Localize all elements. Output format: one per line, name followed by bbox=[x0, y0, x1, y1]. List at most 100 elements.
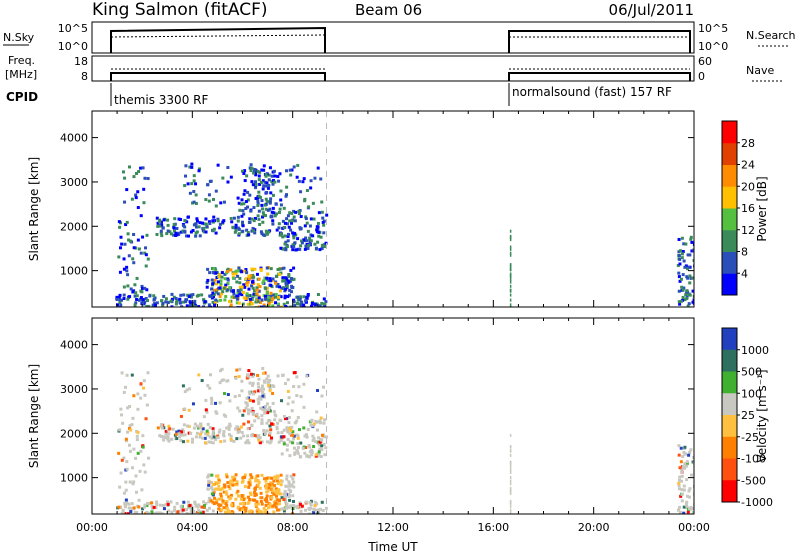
data-cell bbox=[308, 242, 312, 246]
data-cell bbox=[224, 510, 228, 514]
data-cell bbox=[242, 192, 246, 196]
data-cell bbox=[248, 217, 252, 221]
colorbar-tick-label: 1000 bbox=[741, 344, 769, 357]
data-cell bbox=[125, 269, 129, 273]
data-cell bbox=[263, 477, 267, 481]
data-cell bbox=[183, 184, 187, 188]
data-cell bbox=[285, 169, 289, 173]
data-cell bbox=[304, 244, 308, 248]
data-cell bbox=[250, 302, 254, 306]
data-cell bbox=[264, 297, 268, 301]
data-cell bbox=[311, 438, 315, 442]
data-cell bbox=[176, 510, 180, 514]
data-cell bbox=[194, 222, 198, 226]
data-cell bbox=[509, 462, 512, 466]
data-cell bbox=[250, 180, 254, 184]
data-cell bbox=[228, 487, 232, 491]
data-cell bbox=[228, 300, 232, 304]
data-cell bbox=[680, 499, 684, 503]
data-cell bbox=[282, 440, 286, 444]
data-cell bbox=[244, 406, 248, 410]
data-cell bbox=[240, 293, 244, 297]
data-cell bbox=[130, 502, 134, 506]
data-cell bbox=[214, 437, 218, 441]
data-cell bbox=[257, 277, 261, 281]
data-cell bbox=[679, 494, 683, 498]
data-cell bbox=[309, 239, 313, 243]
data-cell bbox=[190, 162, 194, 166]
data-cell bbox=[261, 408, 265, 412]
data-cell bbox=[264, 197, 268, 201]
data-cell bbox=[284, 491, 288, 495]
data-cell bbox=[270, 300, 274, 304]
data-cell bbox=[137, 170, 141, 174]
data-cell bbox=[296, 436, 300, 440]
data-cell bbox=[245, 233, 249, 237]
data-cell bbox=[251, 374, 255, 378]
data-cell bbox=[266, 186, 270, 190]
data-cell bbox=[299, 190, 303, 194]
freq-curve-2 bbox=[508, 72, 691, 81]
data-cell bbox=[688, 274, 692, 278]
data-cell bbox=[289, 290, 293, 294]
data-cell bbox=[251, 412, 255, 416]
data-cell bbox=[284, 193, 288, 197]
data-cell bbox=[222, 506, 226, 510]
data-cell bbox=[238, 281, 242, 285]
data-cell bbox=[680, 256, 684, 260]
data-cell bbox=[201, 221, 205, 225]
data-cell bbox=[687, 302, 691, 306]
data-cell bbox=[223, 439, 227, 443]
data-cell bbox=[270, 476, 274, 480]
data-cell bbox=[194, 504, 198, 508]
data-cell bbox=[167, 432, 171, 436]
data-cell bbox=[248, 498, 252, 502]
freq-panel: Freq. [MHz] 18 8 60 0 Nave bbox=[5, 54, 784, 83]
nave-tick-top: 60 bbox=[698, 55, 712, 68]
data-cell bbox=[241, 413, 245, 417]
data-cell bbox=[249, 390, 253, 394]
data-cell bbox=[286, 378, 290, 382]
cpid-mode-2: normalsound (fast) 157 RF bbox=[512, 85, 672, 99]
data-cell bbox=[297, 385, 301, 389]
data-cell bbox=[118, 301, 122, 305]
data-cell bbox=[308, 501, 312, 505]
data-cell bbox=[677, 484, 681, 488]
data-cell bbox=[509, 449, 512, 453]
data-cell bbox=[246, 205, 250, 209]
data-cell bbox=[324, 300, 328, 304]
data-cell bbox=[191, 229, 195, 233]
data-cell bbox=[194, 234, 198, 238]
data-cell bbox=[279, 198, 283, 202]
data-cell bbox=[207, 473, 211, 477]
data-cell bbox=[509, 499, 512, 503]
data-cell bbox=[187, 234, 191, 238]
power-colorbar-label: Power [dB] bbox=[755, 176, 769, 241]
data-cell bbox=[320, 444, 324, 448]
data-cell bbox=[278, 267, 282, 271]
data-cell bbox=[265, 293, 269, 297]
data-cell bbox=[302, 303, 306, 307]
data-cell bbox=[688, 293, 692, 297]
colorbar-tick-label: -1000 bbox=[741, 496, 773, 509]
x-tick-label: 12:00 bbox=[377, 521, 409, 534]
data-cell bbox=[144, 417, 148, 421]
data-cell bbox=[279, 305, 283, 307]
data-cell bbox=[292, 298, 296, 302]
data-cell bbox=[285, 474, 289, 478]
data-cell bbox=[509, 288, 512, 292]
data-cell bbox=[186, 215, 190, 219]
data-cell bbox=[138, 469, 142, 473]
data-cell bbox=[309, 233, 313, 237]
data-cell bbox=[179, 438, 183, 442]
data-cell bbox=[286, 239, 290, 243]
data-cell bbox=[285, 284, 289, 288]
data-cell bbox=[312, 507, 316, 511]
data-cell bbox=[159, 434, 163, 438]
data-cell bbox=[288, 489, 292, 493]
data-cell bbox=[243, 189, 247, 193]
data-cell bbox=[172, 508, 176, 512]
data-cell bbox=[185, 220, 189, 224]
data-cell bbox=[248, 220, 252, 224]
data-cell bbox=[691, 511, 694, 514]
